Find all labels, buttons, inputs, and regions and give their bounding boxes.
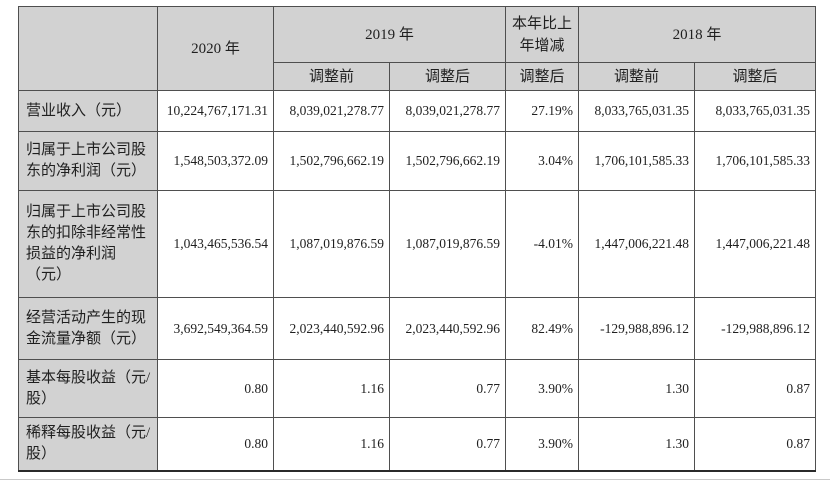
- cell-2019-adj-after: 0.77: [388, 417, 507, 472]
- cell-2018-adj-after: 0.87: [694, 359, 817, 418]
- cell-2019-adj-before: 8,039,021,278.77: [273, 90, 390, 132]
- header-year-2018: 2018 年: [578, 6, 817, 63]
- cell-2018-adj-after: -129,988,896.12: [694, 297, 817, 360]
- table-row-basic-eps: 基本每股收益（元/股） 0.80 1.16 0.77 3.90% 1.30 0.…: [18, 359, 817, 418]
- table-row-operating-cash-flow: 经营活动产生的现金流量净额（元） 3,692,549,364.59 2,023,…: [18, 297, 817, 360]
- cell-yoy-change: 82.49%: [505, 297, 580, 360]
- header-2019-adj-after: 调整后: [388, 62, 507, 91]
- table-row-revenue: 营业收入（元） 10,224,767,171.31 8,039,021,278.…: [18, 90, 817, 132]
- table-row-net-profit: 归属于上市公司股东的净利润（元） 1,548,503,372.09 1,502,…: [18, 131, 817, 191]
- cell-2019-adj-after: 8,039,021,278.77: [388, 90, 507, 132]
- cell-2018-adj-before: 1,706,101,585.33: [578, 131, 696, 191]
- header-2019-adj-before: 调整前: [273, 62, 390, 91]
- row-label: 归属于上市公司股东的净利润（元）: [18, 131, 158, 191]
- cell-2018-adj-after: 1,706,101,585.33: [694, 131, 817, 191]
- table-row-net-profit-excl-nonrecurring: 归属于上市公司股东的扣除非经常性损益的净利润（元） 1,043,465,536.…: [18, 190, 817, 298]
- cell-2020: 1,043,465,536.54: [157, 190, 274, 298]
- cell-2018-adj-before: 8,033,765,031.35: [578, 90, 696, 132]
- header-2018-adj-after: 调整后: [694, 62, 817, 91]
- cell-yoy-change: -4.01%: [505, 190, 580, 298]
- header-yoy-adj-after: 调整后: [505, 62, 580, 91]
- cell-2020: 1,548,503,372.09: [157, 131, 274, 191]
- cell-2018-adj-before: -129,988,896.12: [578, 297, 696, 360]
- header-blank-cell: [18, 6, 158, 91]
- row-label: 营业收入（元）: [18, 90, 158, 132]
- row-label: 基本每股收益（元/股）: [18, 359, 158, 418]
- cell-2019-adj-before: 1.16: [273, 417, 390, 472]
- cell-2020: 0.80: [157, 359, 274, 418]
- header-2018-adj-before: 调整前: [578, 62, 696, 91]
- cell-2019-adj-after: 1,502,796,662.19: [388, 131, 507, 191]
- cell-2018-adj-after: 0.87: [694, 417, 817, 472]
- cell-2020: 10,224,767,171.31: [157, 90, 274, 132]
- row-label: 经营活动产生的现金流量净额（元）: [18, 297, 158, 360]
- cell-2018-adj-after: 1,447,006,221.48: [694, 190, 817, 298]
- cell-2019-adj-after: 0.77: [388, 359, 507, 418]
- cell-2018-adj-before: 1.30: [578, 417, 696, 472]
- row-label: 稀释每股收益（元/股）: [18, 417, 158, 472]
- cell-yoy-change: 3.04%: [505, 131, 580, 191]
- cell-2019-adj-before: 1.16: [273, 359, 390, 418]
- cell-yoy-change: 3.90%: [505, 359, 580, 418]
- cell-2020: 3,692,549,364.59: [157, 297, 274, 360]
- cell-2018-adj-before: 1,447,006,221.48: [578, 190, 696, 298]
- cell-2020: 0.80: [157, 417, 274, 472]
- header-row-years: 2020 年 2019 年 本年比上年增减 2018 年: [18, 6, 817, 91]
- header-row-adjustments: 调整前 调整后 调整后 调整前 调整后: [19, 62, 817, 91]
- cell-2019-adj-before: 2,023,440,592.96: [273, 297, 390, 360]
- cell-2019-adj-before: 1,502,796,662.19: [273, 131, 390, 191]
- cell-2019-adj-after: 2,023,440,592.96: [388, 297, 507, 360]
- page-bottom-rule: [0, 479, 830, 480]
- header-yoy-change: 本年比上年增减: [505, 6, 580, 63]
- cell-yoy-change: 27.19%: [505, 90, 580, 132]
- cell-2018-adj-after: 8,033,765,031.35: [694, 90, 817, 132]
- cell-yoy-change: 3.90%: [505, 417, 580, 472]
- table-row-diluted-eps: 稀释每股收益（元/股） 0.80 1.16 0.77 3.90% 1.30 0.…: [18, 417, 817, 472]
- cell-2019-adj-before: 1,087,019,876.59: [273, 190, 390, 298]
- header-year-2019: 2019 年: [272, 6, 507, 63]
- cell-2019-adj-after: 1,087,019,876.59: [388, 190, 507, 298]
- financial-summary-table: 2020 年 2019 年 本年比上年增减 2018 年 调整前 调整后 调整后…: [18, 6, 817, 472]
- header-year-2020: 2020 年: [157, 6, 274, 91]
- row-label: 归属于上市公司股东的扣除非经常性损益的净利润（元）: [18, 190, 158, 298]
- cell-2018-adj-before: 1.30: [578, 359, 696, 418]
